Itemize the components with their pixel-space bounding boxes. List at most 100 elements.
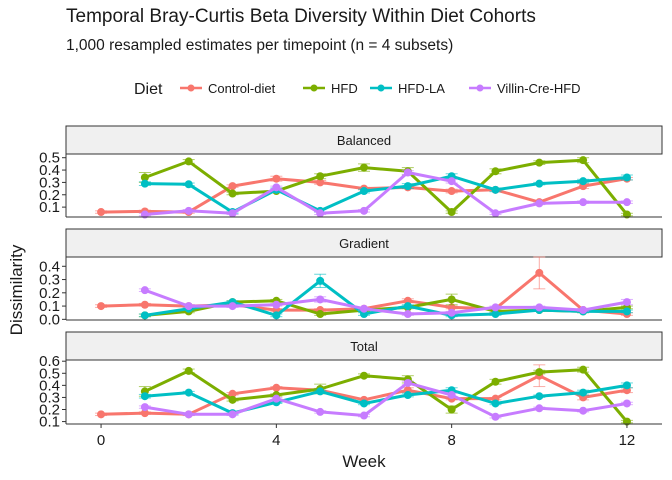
data-point xyxy=(272,300,281,309)
data-point xyxy=(535,368,544,377)
facet-strip xyxy=(65,228,663,258)
series-line xyxy=(144,158,629,216)
data-point xyxy=(184,180,193,189)
data-point xyxy=(403,391,412,400)
chart-title: Temporal Bray-Curtis Beta Diversity With… xyxy=(66,6,536,27)
data-point xyxy=(622,198,631,207)
data-point xyxy=(447,391,456,400)
data-point xyxy=(184,206,193,215)
x-tick-label: 4 xyxy=(272,432,280,449)
data-point xyxy=(184,410,193,419)
data-point xyxy=(316,295,325,304)
data-point xyxy=(579,388,588,397)
data-point xyxy=(140,403,149,412)
data-point xyxy=(360,399,368,408)
facet-label: Total xyxy=(350,339,378,354)
data-point xyxy=(97,302,106,311)
data-point xyxy=(360,371,368,380)
data-point xyxy=(184,157,193,166)
data-point xyxy=(97,410,106,419)
data-point xyxy=(140,179,149,188)
x-tick-label: 0 xyxy=(97,432,105,449)
data-point xyxy=(535,158,544,167)
data-point xyxy=(316,178,325,187)
data-point xyxy=(360,304,368,313)
data-point xyxy=(491,377,500,386)
data-point xyxy=(622,307,631,316)
data-point xyxy=(447,295,456,304)
data-point xyxy=(535,179,544,188)
data-point xyxy=(140,173,149,182)
data-point xyxy=(579,177,588,186)
data-point xyxy=(228,302,237,311)
facet-strip xyxy=(65,331,663,361)
y-tick-label: 0.0 xyxy=(39,311,60,328)
data-point xyxy=(579,406,588,415)
data-point xyxy=(140,300,149,309)
data-point xyxy=(579,306,588,315)
data-point xyxy=(622,173,631,182)
y-tick-label: 0.4 xyxy=(39,258,60,275)
series-line xyxy=(144,174,628,214)
data-point xyxy=(272,183,281,192)
facet-label: Balanced xyxy=(337,133,391,148)
y-tick-label: 0.3 xyxy=(39,389,60,406)
chart-subtitle: 1,000 resampled estimates per timepoint … xyxy=(66,37,454,54)
data-point xyxy=(272,174,281,183)
x-tick-label: 12 xyxy=(619,432,636,449)
y-axis-title: Dissimilarity xyxy=(7,244,26,335)
data-point xyxy=(228,410,237,419)
data-point xyxy=(447,187,456,196)
data-point xyxy=(97,208,106,217)
legend-key-point xyxy=(310,84,318,92)
y-tick-label: 0.2 xyxy=(39,285,60,302)
data-point xyxy=(140,286,149,295)
data-point xyxy=(228,395,237,404)
data-point xyxy=(272,394,281,403)
data-point xyxy=(579,156,588,165)
data-point xyxy=(316,172,325,181)
data-point xyxy=(622,298,631,307)
data-point xyxy=(579,198,588,207)
data-point xyxy=(272,383,281,392)
data-point xyxy=(316,276,325,285)
data-point xyxy=(447,405,456,414)
data-point xyxy=(491,185,500,194)
data-point xyxy=(360,411,368,420)
facet-label: Gradient xyxy=(339,236,389,251)
data-point xyxy=(228,389,237,398)
y-tick-label: 0.4 xyxy=(39,377,60,394)
y-tick-label: 0.6 xyxy=(39,353,60,370)
series-line xyxy=(144,171,627,216)
legend-label: HFD xyxy=(331,81,358,96)
data-point xyxy=(491,399,500,408)
data-point xyxy=(491,310,500,319)
y-tick-label: 0.1 xyxy=(39,298,60,315)
data-point xyxy=(491,209,500,218)
legend-key-point xyxy=(187,84,195,92)
x-tick-label: 8 xyxy=(447,432,455,449)
data-point xyxy=(316,209,325,218)
data-point xyxy=(622,381,631,390)
data-point xyxy=(228,209,237,218)
data-point xyxy=(360,187,368,196)
data-point xyxy=(579,365,588,374)
data-point xyxy=(184,366,193,375)
data-point xyxy=(491,167,500,176)
data-point xyxy=(403,310,412,319)
data-point xyxy=(360,163,368,172)
data-point xyxy=(535,392,544,401)
data-point xyxy=(535,199,544,208)
y-tick-label: 0.1 xyxy=(39,199,60,216)
data-point xyxy=(228,189,237,198)
series-line xyxy=(144,288,628,316)
data-point xyxy=(403,182,412,191)
data-point xyxy=(140,311,149,320)
data-point xyxy=(403,378,412,387)
x-axis-title: Week xyxy=(342,452,386,471)
y-tick-label: 0.1 xyxy=(39,414,60,431)
y-tick-label: 0.2 xyxy=(39,187,60,204)
y-tick-label: 0.4 xyxy=(39,162,60,179)
data-point xyxy=(403,302,412,311)
